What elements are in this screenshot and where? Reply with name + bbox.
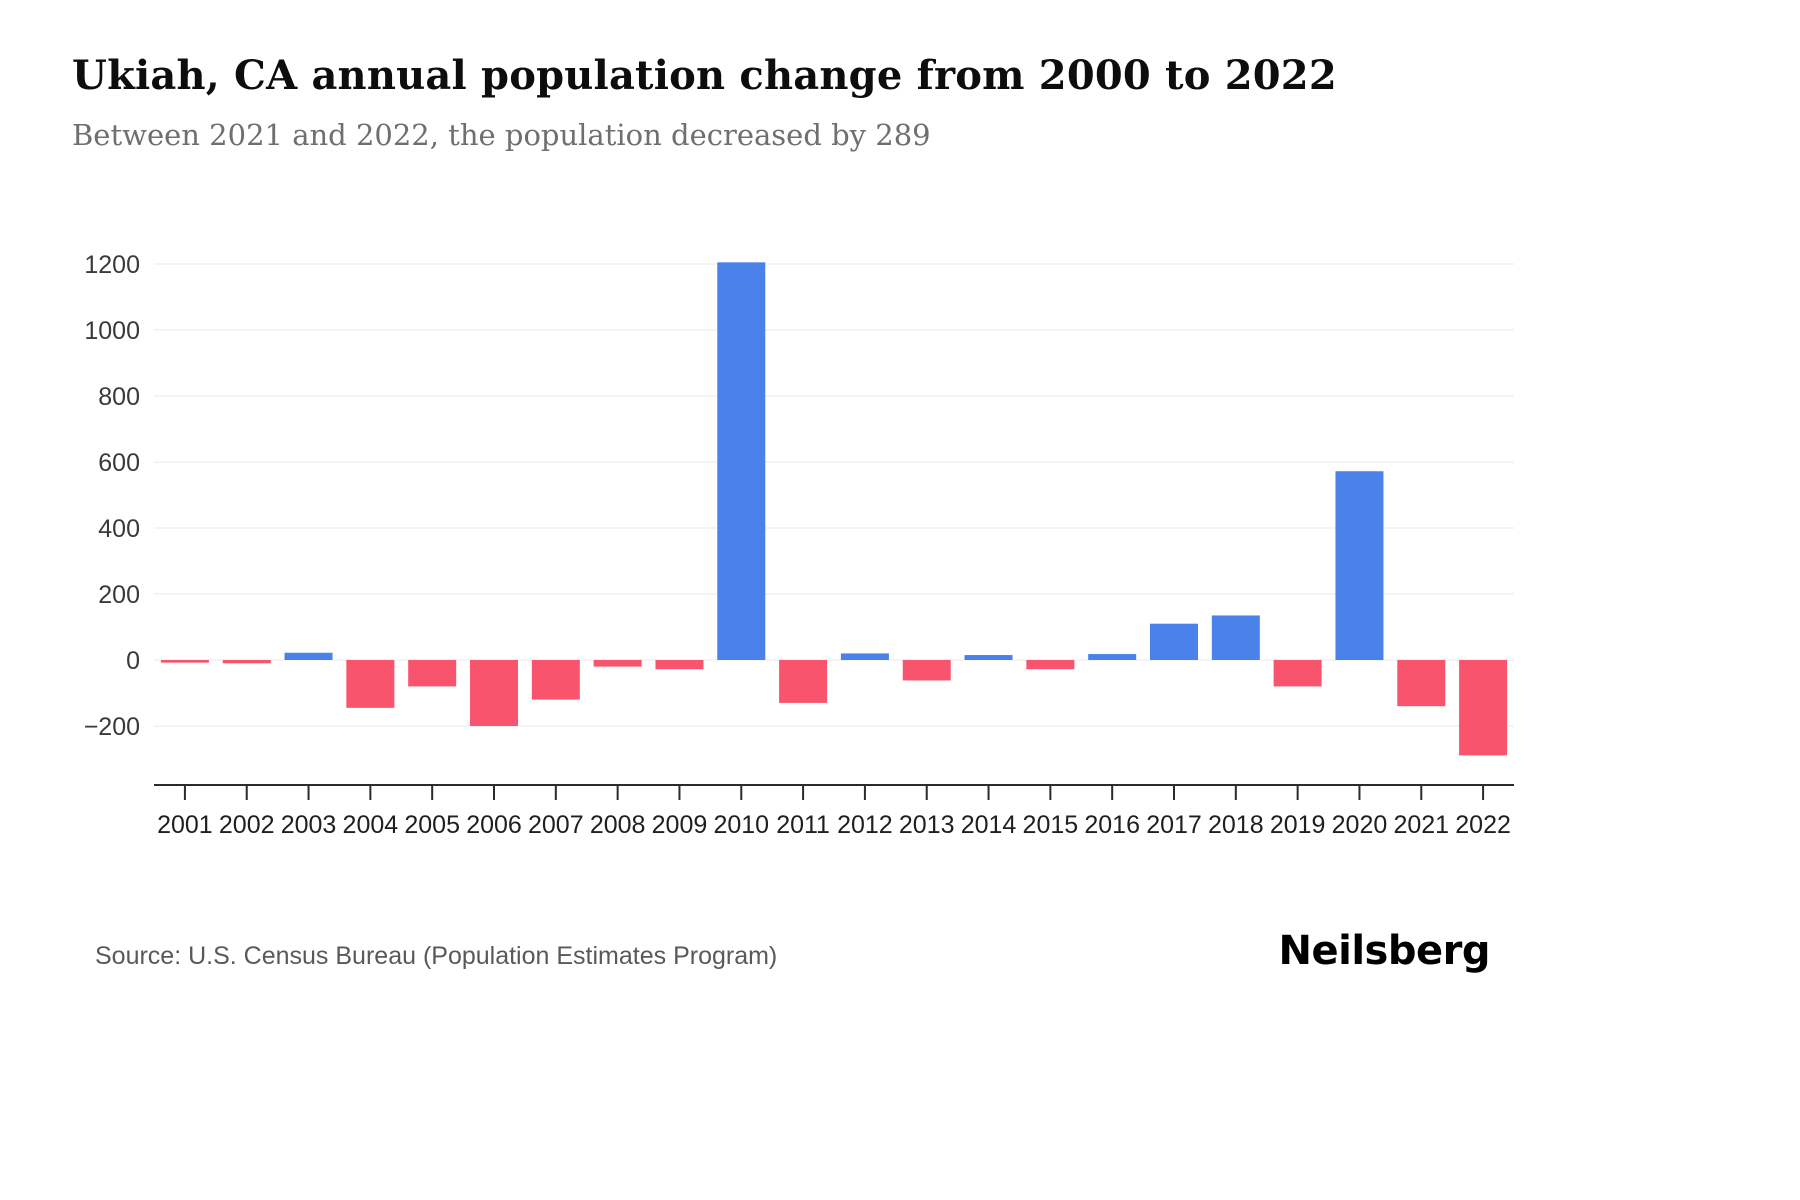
x-axis-tick-label: 2007	[528, 811, 584, 839]
x-axis-tick-label: 2021	[1393, 811, 1449, 839]
bar-2017[interactable]	[1150, 623, 1198, 660]
x-axis-tick-label: 2017	[1146, 811, 1202, 839]
x-axis-tick-label: 2008	[590, 811, 646, 839]
bar-2013[interactable]	[902, 660, 951, 681]
bar-2012[interactable]	[840, 653, 889, 660]
x-axis-tick-label: 2013	[899, 811, 955, 839]
bar-2021[interactable]	[1397, 660, 1446, 707]
brand-logo: Neilsberg	[1278, 928, 1491, 974]
chart-container: −200 0 200 400 600 800 1000 1200 2001 2002 2003 200…	[84, 235, 1544, 865]
x-axis-tick-label: 2006	[466, 811, 522, 839]
y-axis-tick-label: 600	[98, 449, 140, 477]
x-axis-tick-label: 2014	[961, 811, 1017, 839]
bar-2020[interactable]	[1335, 471, 1384, 660]
bar-2011[interactable]	[779, 660, 828, 703]
bar-2022[interactable]	[1459, 660, 1508, 756]
y-axis-tick-label: 1200	[84, 251, 140, 279]
y-axis-tick-label: 200	[98, 581, 140, 609]
y-axis-tick-label: 1000	[84, 317, 140, 345]
x-axis-tick-label: 2010	[713, 811, 769, 839]
bar-2019[interactable]	[1273, 660, 1322, 687]
x-axis-tick-label: 2015	[1023, 811, 1079, 839]
source-text: Source: U.S. Census Bureau (Population E…	[95, 942, 778, 970]
bar-2018[interactable]	[1211, 615, 1260, 660]
x-axis-tick-label: 2022	[1455, 811, 1511, 839]
bar-2008[interactable]	[593, 660, 642, 667]
x-axis-tick-label: 2009	[652, 811, 708, 839]
chart-subtitle: Between 2021 and 2022, the population de…	[72, 118, 931, 152]
x-axis-tick-label: 2005	[404, 811, 460, 839]
y-axis-tick-label: 0	[126, 647, 140, 675]
x-axis-tick-label: 2020	[1332, 811, 1388, 839]
chart-title: Ukiah, CA annual population change from …	[72, 52, 1337, 99]
bar-2007[interactable]	[531, 660, 580, 700]
x-axis-tick-label: 2002	[219, 811, 275, 839]
y-axis-tick-label: −200	[84, 713, 140, 741]
y-axis-tick-label: 400	[98, 515, 140, 543]
bar-2010[interactable]	[717, 262, 766, 660]
x-axis-tick-label: 2018	[1208, 811, 1264, 839]
x-axis-tick-label: 2001	[157, 811, 213, 839]
x-axis-tick-label: 2004	[343, 811, 399, 839]
x-axis-tick-label: 2019	[1270, 811, 1326, 839]
x-axis-tick-label: 2016	[1084, 811, 1140, 839]
x-axis-tick-label: 2012	[837, 811, 893, 839]
bar-2004[interactable]	[346, 660, 395, 708]
bar-2016[interactable]	[1088, 654, 1137, 660]
bar-2003[interactable]	[284, 652, 333, 660]
bar-2009[interactable]	[655, 660, 704, 670]
bar-2015[interactable]	[1026, 660, 1075, 670]
bar-2001[interactable]	[160, 660, 209, 663]
bar-2005[interactable]	[408, 660, 457, 687]
x-axis-tick-label: 2003	[281, 811, 337, 839]
y-axis-tick-label: 800	[98, 383, 140, 411]
bar-2002[interactable]	[222, 660, 271, 664]
x-axis-tick-label: 2011	[776, 811, 830, 839]
bar-2014[interactable]	[964, 655, 1013, 660]
bar-2006[interactable]	[470, 660, 518, 726]
